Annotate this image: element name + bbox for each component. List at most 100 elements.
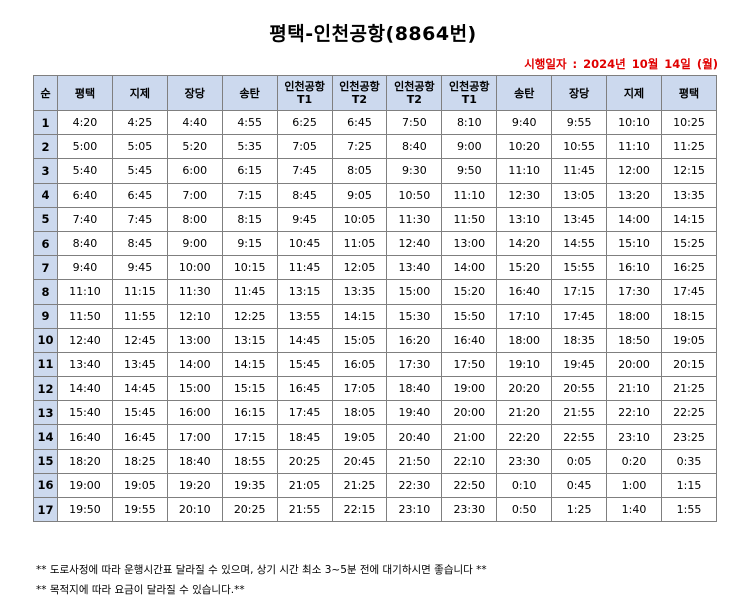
time-cell: 17:15	[221, 424, 278, 450]
row-number: 10	[33, 327, 58, 353]
time-cell: 12:15	[660, 158, 718, 184]
time-cell: 13:40	[57, 351, 113, 378]
time-cell: 10:05	[331, 206, 388, 232]
time-cell: 9:00	[441, 134, 498, 160]
time-cell: 22:10	[441, 448, 498, 474]
header-stop: 송탄	[496, 75, 553, 111]
time-cell: 6:15	[221, 158, 278, 184]
time-cell: 16:40	[496, 279, 553, 305]
time-cell: 18:35	[551, 327, 608, 353]
time-cell: 16:05	[331, 351, 388, 378]
time-cell: 20:40	[386, 424, 443, 450]
time-cell: 20:10	[166, 496, 223, 523]
time-cell: 9:40	[57, 255, 113, 281]
time-cell: 21:55	[276, 496, 333, 523]
time-cell: 15:45	[111, 400, 168, 426]
row-number: 1	[33, 109, 58, 136]
table-row: 12 14:40 14:45 15:00 15:15 16:45 17:05 18:40 19:…	[33, 376, 718, 402]
table-row: 16 19:00 19:05 19:20 19:35 21:05 21:25 22:30 22:…	[33, 472, 718, 499]
time-cell: 19:00	[57, 472, 113, 499]
time-cell: 8:15	[221, 206, 278, 232]
header-stop: 인천공항 T1	[276, 75, 333, 111]
time-cell: 17:05	[331, 376, 388, 402]
time-cell: 17:45	[551, 303, 608, 329]
time-cell: 13:05	[551, 182, 608, 208]
time-cell: 19:35	[221, 472, 278, 499]
time-cell: 13:55	[276, 303, 333, 329]
time-cell: 15:00	[386, 279, 443, 305]
time-cell: 18:55	[221, 448, 278, 474]
time-cell: 5:05	[111, 134, 168, 160]
time-cell: 7:45	[276, 158, 333, 184]
time-cell: 13:15	[221, 327, 278, 353]
time-cell: 21:10	[606, 376, 662, 402]
page-title: 평택-인천공항(8864번)	[269, 23, 477, 45]
time-cell: 19:20	[166, 472, 223, 499]
time-cell: 12:40	[57, 327, 113, 353]
row-number: 13	[33, 400, 58, 426]
time-cell: 11:55	[111, 303, 168, 329]
time-cell: 9:50	[441, 158, 498, 184]
time-cell: 10:10	[606, 109, 662, 136]
time-cell: 19:50	[57, 496, 113, 523]
time-cell: 11:10	[57, 279, 113, 305]
time-cell: 11:25	[660, 134, 718, 160]
time-cell: 23:30	[441, 496, 498, 523]
time-cell: 10:20	[496, 134, 553, 160]
time-cell: 6:45	[331, 109, 388, 136]
time-cell: 7:25	[331, 134, 388, 160]
time-cell: 13:45	[111, 351, 168, 378]
time-cell: 22:20	[496, 424, 553, 450]
row-number: 12	[33, 376, 58, 402]
time-cell: 17:45	[276, 400, 333, 426]
time-cell: 6:00	[166, 158, 223, 184]
header-stop: 인천공항 T1	[441, 75, 498, 111]
time-cell: 18:15	[660, 303, 718, 329]
table-row: 1 4:20 4:25 4:40 4:55 6:25 6:45 7:50 8:10 9:40 9:5…	[33, 109, 718, 136]
note-fare: ** 목적지에 따라 요금이 달라질 수 있습니다.**	[36, 584, 245, 596]
time-cell: 18:20	[57, 448, 113, 474]
time-cell: 12:05	[331, 255, 388, 281]
time-cell: 22:25	[660, 400, 718, 426]
header-stop: 장당	[551, 75, 608, 111]
time-cell: 19:40	[386, 400, 443, 426]
time-cell: 17:15	[551, 279, 608, 305]
time-cell: 9:40	[496, 109, 553, 136]
time-cell: 4:20	[57, 109, 113, 136]
time-cell: 19:00	[441, 376, 498, 402]
header-stop: 지제	[606, 75, 662, 111]
time-cell: 16:15	[221, 400, 278, 426]
time-cell: 21:25	[331, 472, 388, 499]
row-number: 9	[33, 303, 58, 329]
time-cell: 9:45	[111, 255, 168, 281]
time-cell: 5:45	[111, 158, 168, 184]
time-cell: 11:05	[331, 230, 388, 257]
time-cell: 6:40	[57, 182, 113, 208]
time-cell: 18:00	[606, 303, 662, 329]
time-cell: 9:30	[386, 158, 443, 184]
time-cell: 1:00	[606, 472, 662, 499]
time-cell: 19:10	[496, 351, 553, 378]
row-number: 6	[33, 230, 58, 257]
time-cell: 7:45	[111, 206, 168, 232]
time-cell: 15:15	[221, 376, 278, 402]
time-cell: 12:45	[111, 327, 168, 353]
header-stop: 지제	[111, 75, 168, 111]
time-cell: 1:15	[660, 472, 718, 499]
time-cell: 13:10	[496, 206, 553, 232]
time-cell: 12:25	[221, 303, 278, 329]
table-row: 5 7:40 7:45 8:00 8:15 9:45 10:05 11:30 11:50 13:1…	[33, 206, 718, 232]
time-cell: 15:50	[441, 303, 498, 329]
table-row: 8 11:10 11:15 11:30 11:45 13:15 13:35 15:00 15:2…	[33, 279, 718, 305]
time-cell: 15:20	[441, 279, 498, 305]
table-row: 10 12:40 12:45 13:00 13:15 14:45 15:05 16:20 16:…	[33, 327, 718, 353]
table-row: 14 16:40 16:45 17:00 17:15 18:45 19:05 20:40 21:…	[33, 424, 718, 450]
header-seq: 순	[33, 75, 58, 111]
table-row: 11 13:40 13:45 14:00 14:15 15:45 16:05 17:30 17:…	[33, 351, 718, 378]
time-cell: 14:20	[496, 230, 553, 257]
header-stop: 평택	[57, 75, 113, 111]
time-cell: 13:45	[551, 206, 608, 232]
time-cell: 19:05	[660, 327, 718, 353]
row-number: 2	[33, 134, 58, 160]
time-cell: 8:40	[386, 134, 443, 160]
